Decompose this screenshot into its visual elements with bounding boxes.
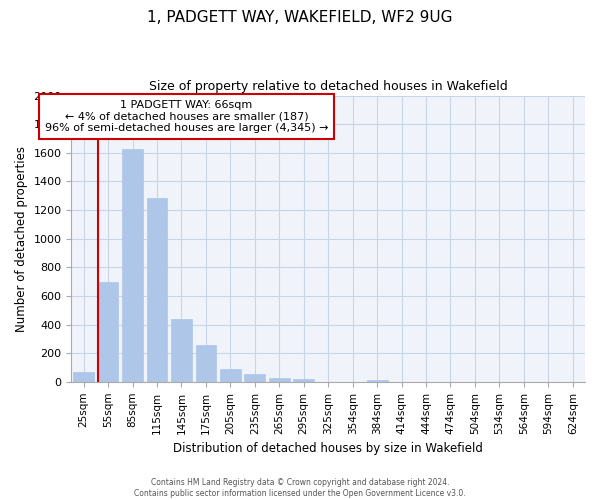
Bar: [244, 374, 265, 382]
Bar: [73, 372, 94, 382]
Bar: [98, 282, 118, 382]
Title: Size of property relative to detached houses in Wakefield: Size of property relative to detached ho…: [149, 80, 508, 93]
X-axis label: Distribution of detached houses by size in Wakefield: Distribution of detached houses by size …: [173, 442, 483, 455]
Bar: [367, 380, 388, 382]
Text: Contains HM Land Registry data © Crown copyright and database right 2024.
Contai: Contains HM Land Registry data © Crown c…: [134, 478, 466, 498]
Bar: [122, 148, 143, 382]
Text: 1 PADGETT WAY: 66sqm
← 4% of detached houses are smaller (187)
96% of semi-detac: 1 PADGETT WAY: 66sqm ← 4% of detached ho…: [44, 100, 328, 133]
Bar: [196, 346, 217, 382]
Text: 1, PADGETT WAY, WAKEFIELD, WF2 9UG: 1, PADGETT WAY, WAKEFIELD, WF2 9UG: [147, 10, 453, 25]
Bar: [146, 198, 167, 382]
Bar: [269, 378, 290, 382]
Y-axis label: Number of detached properties: Number of detached properties: [15, 146, 28, 332]
Bar: [293, 379, 314, 382]
Bar: [171, 319, 192, 382]
Bar: [220, 369, 241, 382]
